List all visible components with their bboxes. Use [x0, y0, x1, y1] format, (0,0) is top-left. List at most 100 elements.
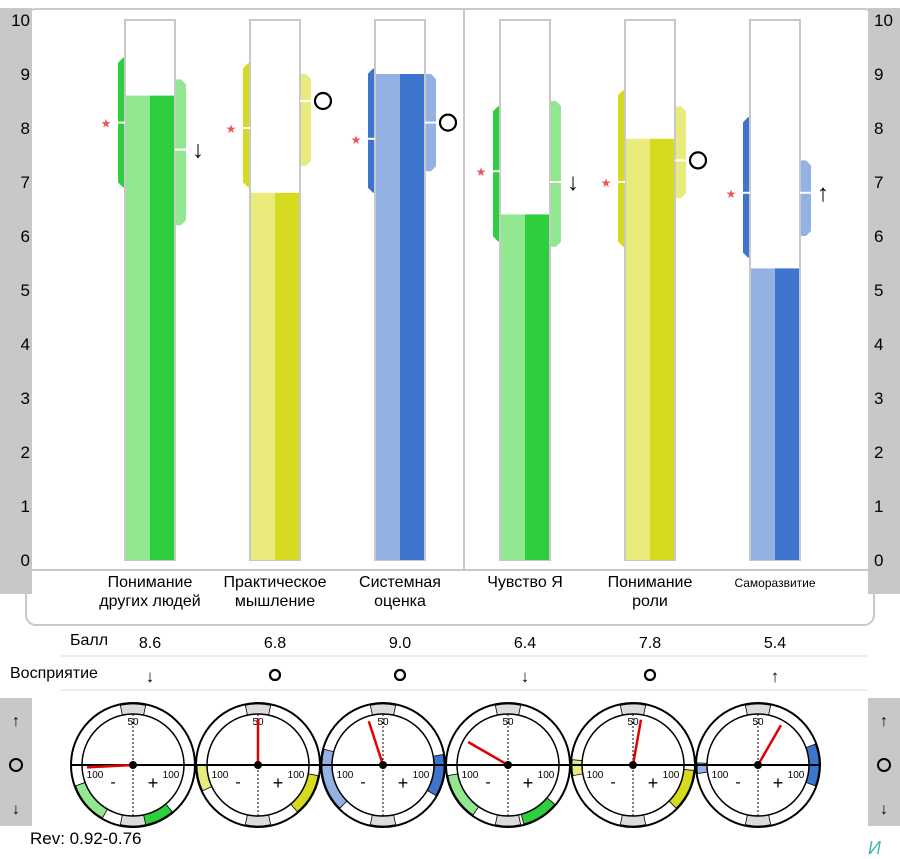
perception-circle	[688, 151, 708, 170]
target-star: ★	[476, 165, 487, 179]
rev-label: Rev: 0.92-0.76	[30, 829, 142, 848]
score-value: 6.4	[514, 635, 536, 652]
gauge-hub	[129, 761, 137, 769]
category-label: оценка	[374, 593, 426, 610]
gauge-plus: +	[148, 773, 159, 793]
gauge-right-label: 100	[663, 770, 680, 781]
y-tick-right: 2	[874, 443, 883, 462]
score-value: 6.8	[264, 635, 286, 652]
gauge-hub	[504, 761, 512, 769]
gauge-top-label: 50	[752, 717, 764, 728]
y-tick-right: 0	[874, 551, 883, 570]
side-marker-arrow: ↓	[12, 801, 20, 818]
gauge-needle	[367, 720, 385, 766]
perception-arrow: ↓	[192, 137, 204, 164]
y-tick-right: 5	[874, 281, 883, 300]
gauge-right-label: 100	[788, 770, 805, 781]
y-tick-left: 1	[21, 497, 30, 516]
y-tick-right: 6	[874, 227, 883, 246]
category-label: Практическое	[224, 574, 327, 591]
score-row-label: Балл	[70, 632, 109, 649]
gauge-plus: +	[648, 773, 659, 793]
y-tick-right: 4	[874, 335, 883, 354]
gauge-right-label: 100	[413, 770, 430, 781]
bar-light	[251, 192, 275, 561]
y-tick-left: 5	[21, 281, 30, 300]
gauge-needle	[467, 740, 509, 767]
category-label: мышление	[235, 593, 315, 610]
bar-light	[376, 74, 400, 560]
bar-light	[126, 95, 150, 560]
gauge-minus: -	[610, 774, 615, 791]
gauge-needle	[86, 763, 134, 769]
bar-light	[501, 214, 525, 560]
gauge-left-label: 100	[587, 770, 604, 781]
score-value: 8.6	[139, 635, 161, 652]
y-tick-left: 10	[11, 11, 30, 30]
target-star: ★	[726, 187, 737, 201]
y-tick-right: 7	[874, 173, 883, 192]
y-tick-left: 6	[21, 227, 30, 246]
gauge-hub	[754, 761, 762, 769]
bar-dark	[650, 138, 674, 561]
y-tick-left: 7	[21, 173, 30, 192]
perception-row-arrow: ↑	[771, 667, 780, 686]
perception-arrow: ↓	[567, 169, 579, 196]
y-tick-right: 10	[874, 11, 893, 30]
category-label: Чувство Я	[487, 574, 563, 591]
gauge-left-label: 100	[87, 770, 104, 781]
gauge-right-label: 100	[288, 770, 305, 781]
bar-dark	[775, 268, 799, 560]
perception-row-arrow: ↓	[521, 667, 530, 686]
bar-light	[626, 138, 650, 561]
y-tick-right: 9	[874, 65, 883, 84]
target-star: ★	[351, 133, 362, 147]
perception-row-circle	[393, 668, 407, 682]
perception-row-circle	[268, 668, 282, 682]
gauge-minus: -	[110, 774, 115, 791]
bar-dark	[150, 95, 174, 560]
gauge-arc-left	[571, 759, 584, 777]
right-marker-panel	[868, 698, 900, 826]
y-tick-left: 0	[21, 551, 30, 570]
corner-mark: И	[868, 838, 881, 858]
bar-dark	[400, 74, 424, 560]
y-tick-left: 9	[21, 65, 30, 84]
y-tick-left: 2	[21, 443, 30, 462]
gauge-plus: +	[398, 773, 409, 793]
gauge-left-label: 100	[337, 770, 354, 781]
side-marker-arrow: ↓	[880, 801, 888, 818]
gauge-top-label: 50	[377, 717, 389, 728]
category-label: Системная	[359, 574, 441, 591]
score-value: 5.4	[764, 635, 786, 652]
gauge-needle	[631, 719, 643, 766]
perception-row-label: Восприятие	[10, 665, 98, 682]
y-tick-left: 4	[21, 335, 30, 354]
gauge-top-label: 50	[127, 717, 139, 728]
target-star: ★	[226, 122, 237, 136]
perception-arrow: ↑	[817, 180, 829, 207]
gauge-hub	[379, 761, 387, 769]
bar-dark	[525, 214, 549, 560]
gauge-needle	[756, 724, 783, 766]
plot-frame	[25, 8, 875, 626]
gauge-left-label: 100	[212, 770, 229, 781]
side-marker-arrow: ↑	[880, 713, 888, 730]
gauge-minus: -	[235, 774, 240, 791]
category-label: Саморазвитие	[734, 576, 815, 590]
left-marker-panel	[0, 698, 32, 826]
category-label: роли	[632, 593, 668, 610]
category-label: Понимание	[608, 574, 693, 591]
gauge-minus: -	[485, 774, 490, 791]
